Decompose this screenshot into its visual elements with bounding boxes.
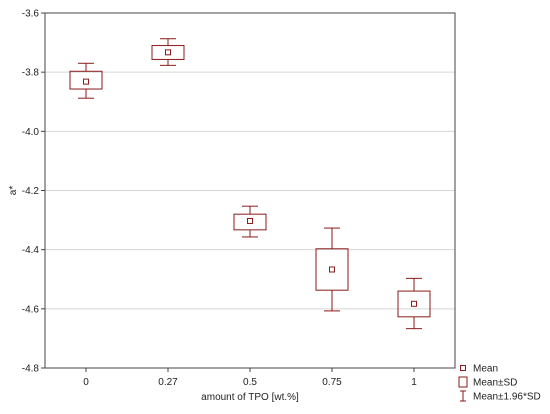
- data-point-0: [69, 62, 103, 99]
- y-tick-label: -4.4: [22, 245, 40, 256]
- y-tick-label: -3.8: [22, 68, 40, 79]
- legend-label: Mean±SD: [473, 378, 517, 389]
- x-tick-label: 0.27: [158, 377, 178, 388]
- mean-marker: [165, 49, 171, 56]
- legend: Mean Mean±SD Mean±1.96*SD: [458, 364, 541, 403]
- data-point-0.5: [233, 205, 267, 238]
- legend-box-symbol: [458, 376, 468, 388]
- x-tick-label: 0: [83, 377, 89, 388]
- data-point-1: [397, 277, 431, 330]
- sd-box: [151, 45, 185, 60]
- mean-marker: [247, 217, 253, 224]
- y-axis: -3.6 -3.8 -4.0 -4.2 -4.4 -4.6 -4.8: [22, 9, 45, 375]
- legend-label: Mean: [473, 364, 498, 375]
- legend-item-mean: Mean: [460, 364, 498, 375]
- legend-mean-symbol: [460, 365, 466, 371]
- y-tick-label: -3.6: [22, 9, 40, 20]
- y-tick-label: -4.0: [22, 127, 40, 138]
- mean-marker: [83, 78, 89, 85]
- y-tick-label: -4.6: [22, 304, 40, 315]
- sd-box: [315, 248, 349, 291]
- y-axis-title: a*: [8, 186, 19, 196]
- sd-box: [233, 213, 267, 231]
- x-tick-label: 1: [411, 377, 417, 388]
- y-tick-label: -4.2: [22, 186, 40, 197]
- data-point-0.27: [151, 38, 185, 66]
- legend-label: Mean±1.96*SD: [473, 392, 541, 403]
- gridlines: [45, 71, 455, 310]
- legend-item-box: Mean±SD: [458, 376, 517, 389]
- mean-marker: [329, 266, 335, 273]
- mean-marker: [411, 300, 417, 307]
- x-axis-title: amount of TPO [wt.%]: [201, 392, 299, 403]
- y-tick-label: -4.8: [22, 364, 40, 375]
- data-marks: [69, 38, 431, 330]
- sd-box: [397, 290, 431, 318]
- x-axis: 0 0.27 0.5 0.75 1: [83, 368, 417, 388]
- x-tick-label: 0.75: [322, 377, 342, 388]
- sd-box: [69, 70, 103, 90]
- data-point-0.75: [315, 227, 349, 312]
- legend-item-whisker: Mean±1.96*SD: [460, 390, 541, 403]
- x-tick-label: 0.5: [243, 377, 257, 388]
